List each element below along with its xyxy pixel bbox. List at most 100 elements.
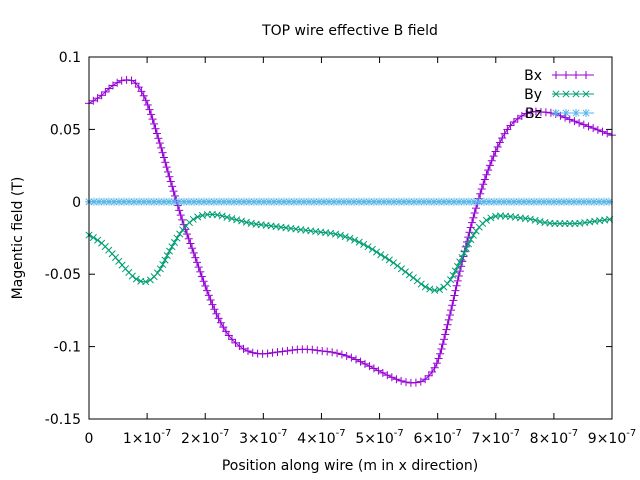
x-tick-label: 1×10-7 [123, 428, 171, 447]
series-line-bx [88, 79, 613, 384]
data-point-bz [165, 197, 173, 206]
data-point-bx [235, 342, 244, 351]
data-point-bx [168, 182, 177, 191]
legend-marker-by [582, 90, 590, 98]
data-point-bx [356, 357, 365, 366]
data-point-bx [440, 335, 449, 344]
data-point-by [346, 234, 354, 242]
data-point-bx [155, 139, 164, 148]
x-tick-mantissa: 4×10 [297, 431, 335, 447]
data-point-bx [148, 115, 157, 124]
data-point-bx [489, 152, 498, 161]
data-point-bx [383, 371, 392, 380]
x-tick-label: 9×10-7 [588, 428, 636, 447]
data-point-bx [471, 204, 480, 213]
data-point-bz [130, 197, 138, 206]
data-point-bx [108, 81, 117, 90]
data-point-bx [421, 375, 430, 384]
data-point-bx [206, 295, 215, 304]
data-point-bz [575, 197, 583, 206]
data-point-bx [482, 170, 491, 179]
data-point-bx [199, 277, 208, 286]
data-point-bx [470, 208, 479, 217]
data-point-by [189, 215, 197, 223]
data-point-bx [441, 330, 450, 339]
x-tick-mantissa: 3×10 [239, 431, 277, 447]
data-point-bx [570, 117, 579, 126]
x-tick-mantissa: 5×10 [355, 431, 393, 447]
data-point-by [233, 216, 241, 224]
data-point-bx [337, 350, 346, 359]
data-point-bz [145, 197, 153, 206]
data-point-bx [196, 267, 205, 276]
data-point-by [153, 269, 162, 277]
data-point-by [458, 253, 466, 262]
y-tick-label: 0.1 [59, 50, 81, 66]
x-axis-label: Position along wire (m in x direction) [222, 458, 478, 474]
data-point-by [446, 276, 455, 284]
data-point-bx [509, 117, 518, 126]
data-point-bx [323, 347, 332, 356]
data-point-bx [565, 115, 574, 124]
data-point-bx [437, 344, 446, 353]
data-point-bx [151, 124, 160, 133]
data-point-by [467, 235, 475, 244]
data-point-bx [397, 376, 406, 385]
data-point-by [401, 268, 409, 276]
data-point-by [456, 258, 464, 266]
x-tick-exponent: -7 [394, 428, 404, 439]
x-tick-mantissa: 2×10 [181, 431, 219, 447]
legend-marker-by [572, 90, 580, 98]
x-tick-label: 3×10-7 [239, 428, 287, 447]
data-point-by [242, 218, 250, 226]
data-point-bz [315, 197, 323, 206]
x-tick-exponent: -7 [278, 428, 288, 439]
x-tick-label: 2×10-7 [181, 428, 229, 447]
data-point-bz [520, 197, 528, 206]
data-point-bx [434, 354, 443, 363]
data-point-by [487, 214, 495, 222]
x-tick-mantissa: 0 [85, 431, 94, 447]
data-point-by [449, 271, 457, 279]
series-line-by [88, 213, 613, 291]
data-point-bx [416, 377, 425, 386]
data-point-bx [248, 348, 257, 357]
data-point-bx [378, 368, 387, 377]
data-point-by [176, 230, 184, 238]
data-point-bz [245, 197, 253, 206]
x-tick-exponent: -7 [452, 428, 462, 439]
data-point-bx [402, 378, 411, 387]
data-point-bx [193, 258, 202, 267]
data-point-bx [227, 335, 236, 344]
data-point-bx [450, 291, 459, 300]
data-point-bx [97, 91, 106, 100]
data-point-by [377, 251, 385, 259]
data-point-by [531, 216, 539, 224]
data-point-bx [500, 129, 509, 138]
data-point-bz [240, 197, 248, 206]
data-point-by [132, 275, 140, 283]
data-point-bx [466, 223, 475, 232]
data-point-by [341, 233, 349, 241]
legend-label-by: By [524, 87, 542, 103]
data-point-bx [194, 263, 203, 272]
data-point-bx [575, 118, 584, 127]
axis-ticks: 0.10.050-0.05-0.1-0.150 1×10-7 2×10-7 3×10-… [45, 50, 636, 447]
data-point-bx [268, 348, 277, 357]
series-bx [85, 75, 616, 387]
x-tick-exponent: -7 [336, 428, 346, 439]
data-point-bx [204, 291, 213, 300]
data-point-bx [93, 94, 102, 103]
x-tick-label: 8×10-7 [530, 428, 578, 447]
data-point-bx [113, 78, 122, 87]
data-point-bx [411, 378, 420, 387]
data-point-by [351, 236, 359, 244]
plot-border [88, 56, 613, 420]
data-point-bz [95, 197, 103, 206]
data-point-by [464, 240, 473, 248]
data-point-by [173, 234, 181, 242]
legend-marker-bz [562, 109, 570, 117]
data-point-bx [147, 110, 156, 119]
data-point-bx [243, 347, 252, 356]
data-point-bx [487, 156, 496, 165]
